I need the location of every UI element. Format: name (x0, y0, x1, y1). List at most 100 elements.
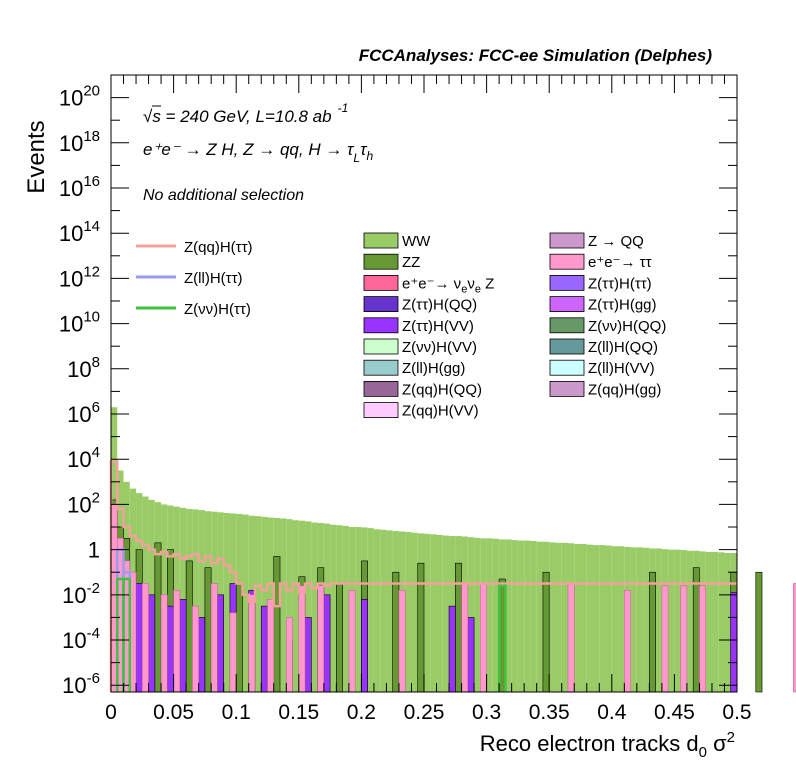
ww-bar (611, 546, 619, 692)
ww-bar (574, 543, 581, 692)
ww-bar (505, 539, 512, 692)
y-tick-base: 10 (62, 628, 86, 653)
ee-tautau-bar (210, 583, 218, 693)
legend-label-part: e⁺e⁻→ ν (402, 275, 461, 292)
y-tick-label: 102 (67, 489, 100, 517)
legend-fill-label: Z(ττ)H(QQ) (402, 297, 477, 314)
y-tick-exp: -6 (87, 670, 100, 687)
ee-tautau-bar (461, 583, 469, 693)
ee-tautau-bar (680, 585, 688, 693)
signal-lines (109, 460, 737, 692)
y-tick-base: 10 (67, 357, 91, 382)
x-tick-label: 0 (105, 701, 117, 724)
y-tick-exp: 6 (92, 399, 100, 416)
legend-fill-label: Z(qq)H(QQ) (402, 381, 482, 398)
ztautau-hvv-bar (217, 594, 224, 693)
ee-tautau-bar (567, 583, 575, 693)
y-tick-label: 106 (67, 399, 100, 427)
ww-bar (555, 542, 562, 692)
process-label-sub1: L (353, 151, 360, 165)
ww-bar (561, 542, 568, 692)
y-tick-exp: 12 (83, 263, 100, 280)
y-tick-label: 10-2 (62, 580, 100, 608)
legend-fill-swatch (363, 232, 399, 249)
legend-fill-label: Z(ll)H(QQ) (588, 339, 658, 356)
energy-label-exp: -1 (338, 101, 349, 115)
legend-label-sub: e (461, 283, 467, 295)
legend-fill-swatch (549, 380, 585, 397)
ww-bar (198, 510, 205, 692)
ww-bar (436, 534, 443, 692)
zz-bar (185, 560, 193, 693)
legend-signal: Z(qq)H(ττ) Z(ll)H(ττ) Z(νν)H(ττ) (136, 239, 253, 318)
zz-bar (392, 571, 400, 693)
ee-tautau-bar (480, 583, 487, 693)
x-tick-label: 0.15 (278, 701, 319, 724)
y-tick-label: 1016 (59, 173, 100, 201)
ww-bar (223, 513, 230, 692)
y-tick-exp: 16 (83, 173, 100, 190)
ww-bar (655, 548, 662, 692)
legend-fill-swatch (363, 253, 399, 270)
legend-fill-label: Z(ττ)H(VV) (402, 318, 474, 335)
y-tick-base: 10 (67, 492, 91, 517)
legend-fill-swatch (549, 317, 585, 334)
ww-bar (286, 519, 293, 692)
legend-fill-swatch (363, 317, 399, 334)
y-tick-base: 10 (62, 583, 86, 608)
ee-tautau-bar (661, 585, 669, 693)
ww-bar (405, 531, 412, 692)
y-tick-label: 1018 (59, 128, 100, 156)
ww-bar (261, 516, 268, 692)
ww-bar (636, 547, 644, 692)
legend-label-part: ν (467, 275, 475, 292)
ee-tautau-bar (267, 599, 275, 693)
ww-bar (330, 524, 337, 692)
znn-htautau-line (122, 577, 132, 692)
ww-bar (386, 530, 393, 692)
ww-bar (705, 551, 712, 692)
x-tick-label: 0.2 (347, 701, 376, 724)
ww-bar (668, 549, 675, 692)
ww-bar (718, 552, 725, 692)
ztautau-hvv-bar (448, 605, 456, 693)
legend-fill-swatch (549, 338, 585, 355)
x-tick-label: 0.45 (654, 701, 695, 724)
ee-tautau-bar (398, 589, 406, 693)
header-title: FCCAnalyses: FCC-ee Simulation (Delphes) (359, 46, 713, 65)
x-tick-label: 0.4 (597, 701, 627, 724)
ww-bar (618, 546, 625, 692)
legend-line-label: Z(ll)H(ττ) (184, 270, 243, 287)
ww-bar (586, 544, 594, 692)
legend-fill-label: Z(ll)H(gg) (402, 360, 465, 377)
ee-tautau-bar (248, 594, 256, 693)
ww-bar (442, 535, 450, 692)
ww-bar (711, 551, 719, 692)
legend-line-label: Z(νν)H(ττ) (184, 301, 251, 318)
ww-bar (549, 542, 556, 692)
ztautau-hvv-bar (323, 594, 331, 693)
legend-fill-swatch (363, 274, 399, 291)
zz-bar (235, 583, 243, 693)
znn-htautau-line (497, 584, 507, 692)
zz-bar (336, 583, 343, 693)
y-axis: 102010181016101410121010108106104102110-… (59, 83, 737, 698)
y-tick-exp: 2 (92, 489, 100, 506)
ww-bar (492, 538, 500, 692)
process-label-main: e⁺e⁻ → Z H, Z → qq, H → τ (143, 140, 355, 159)
ww-bar (311, 522, 318, 692)
y-tick-label: 108 (67, 354, 100, 382)
y-tick-label: 1012 (59, 263, 100, 291)
legend-fill-label: Z(qq)H(gg) (588, 381, 661, 398)
legend-fill-label: Z(ll)H(VV) (588, 360, 655, 377)
legend-label-part: Z (481, 275, 494, 292)
y-tick-base: 10 (59, 312, 83, 337)
legend-fill-swatch (363, 402, 399, 419)
y-tick-base: 10 (67, 402, 91, 427)
zz-bar (204, 567, 212, 693)
y-tick-exp: 20 (83, 83, 100, 100)
selection-label: No additional selection (143, 187, 304, 204)
ww-bar (373, 529, 381, 692)
legend-fill-label: Z(qq)H(VV) (402, 403, 479, 420)
